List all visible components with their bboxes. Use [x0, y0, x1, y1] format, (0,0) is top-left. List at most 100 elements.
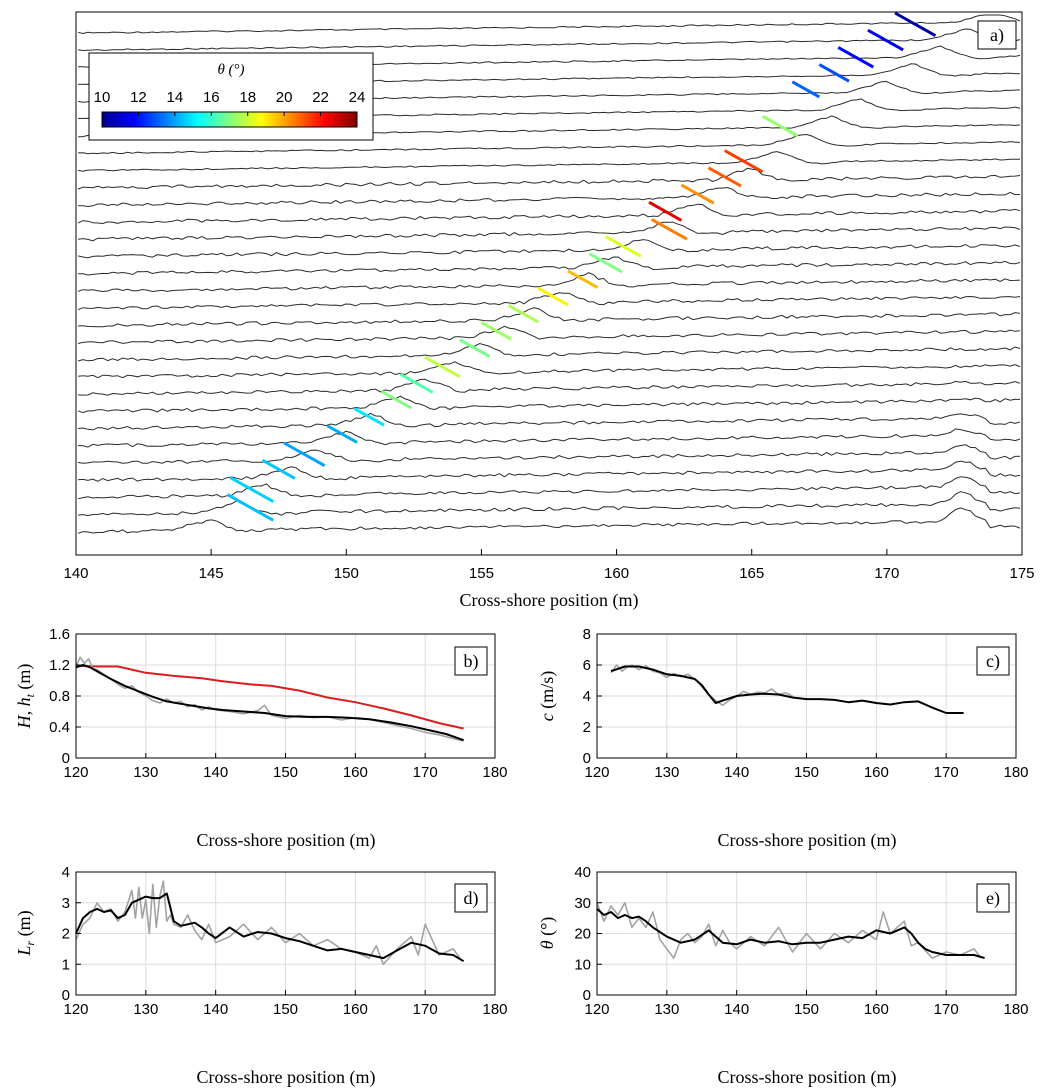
x-tick-label: 150 — [334, 565, 359, 582]
panel-d-label: d) — [464, 888, 479, 909]
y-tick-label: 8 — [583, 626, 591, 643]
colorbar-tick-label: 20 — [276, 89, 293, 106]
colorbar-tick-label: 18 — [239, 89, 256, 106]
y-tick-label: 0 — [583, 987, 591, 1004]
panel-c-label: c) — [986, 651, 1000, 672]
crest-segment — [588, 252, 623, 274]
x-tick-label: 150 — [273, 1001, 298, 1018]
panel-b-grid — [75, 633, 496, 759]
x-tick-label: 150 — [794, 1001, 819, 1018]
series-L_r — [75, 892, 465, 963]
crest-segment — [423, 355, 461, 379]
x-tick-label: 170 — [413, 764, 438, 781]
profile-line — [77, 325, 1021, 344]
x-tick-label: 170 — [934, 764, 959, 781]
panel-a: 140 145 150 155 160 165 170 175 Cross-shore pos… — [63, 11, 1035, 611]
panel-a-xlabel: Cross-shore position (m) — [460, 590, 639, 611]
panel-c-ticks: 120 130 140 150 160 170 180 0 2 4 6 8 — [583, 626, 1029, 781]
panel-c: 120 130 140 150 160 170 180 0 2 4 6 8 Cross-shore p… — [537, 626, 1029, 851]
y-tick-label: 1.6 — [49, 626, 70, 643]
series-h_t — [75, 664, 464, 730]
series-H — [75, 664, 464, 742]
crest-segment — [680, 183, 715, 205]
panel-e-ticks: 120 130 140 150 160 170 180 0 10 20 30 40 — [574, 864, 1028, 1018]
crest-segment — [380, 390, 412, 410]
panel-d-label-frame — [454, 883, 488, 913]
crest-segment — [507, 304, 539, 324]
y-tick-label: 1 — [62, 956, 70, 973]
y-tick-label: 1.2 — [49, 657, 70, 674]
profile-line — [77, 476, 1021, 500]
x-tick-label: 160 — [604, 565, 629, 582]
y-tick-label: 20 — [574, 926, 591, 943]
y-tick-label: 3 — [62, 895, 70, 912]
panel-d: 120 130 140 150 160 170 180 0 1 2 3 4 Cross-shore p… — [14, 864, 508, 1088]
colorbar-tick-label: 12 — [130, 89, 147, 106]
colorbar-gradient — [101, 111, 358, 128]
x-tick-label: 120 — [63, 764, 88, 781]
panel-b-series — [75, 656, 464, 742]
colorbar-tick-label: 10 — [94, 89, 111, 106]
profile-line — [78, 256, 1021, 276]
crest-segment — [326, 424, 358, 444]
colorbar-ticks: 10 12 14 16 18 20 22 24 — [94, 89, 366, 116]
panel-e-series — [596, 902, 985, 960]
crest-segment — [723, 149, 764, 174]
crest-segment — [707, 166, 742, 188]
x-tick-label: 170 — [874, 565, 899, 582]
y-tick-label: 0 — [583, 750, 591, 767]
crest-segment — [818, 63, 850, 83]
profile-line — [77, 444, 1021, 464]
panel-b-ticks: 120 130 140 150 160 170 180 0 0.4 0.8 1.2 1.6 — [49, 626, 507, 781]
colorbar-tick-label: 16 — [203, 89, 220, 106]
panel-d-ticks: 120 130 140 150 160 170 180 0 1 2 3 4 — [62, 864, 508, 1018]
profile-line — [77, 292, 1021, 311]
y-tick-label: 2 — [583, 719, 591, 736]
colorbar-tick-label: 24 — [349, 89, 366, 106]
panel-a-axes-box — [75, 11, 1023, 556]
profile-line — [77, 14, 1021, 35]
profile-line — [77, 28, 1021, 52]
y-tick-label: 10 — [574, 956, 591, 973]
y-tick-label: 4 — [62, 864, 70, 881]
profile-line — [77, 203, 1021, 225]
panel-b-label: b) — [464, 651, 479, 672]
colorbar-label: θ (°) — [217, 62, 244, 78]
x-tick-label: 150 — [273, 764, 298, 781]
x-tick-label: 150 — [794, 764, 819, 781]
profile-line — [77, 342, 1021, 362]
x-tick-label: 175 — [1009, 565, 1034, 582]
x-tick-label: 130 — [654, 764, 679, 781]
crest-segment — [894, 11, 937, 38]
x-tick-label: 165 — [739, 565, 764, 582]
profile-line — [77, 186, 1021, 208]
crest-segment — [353, 407, 385, 427]
panel-e-ylabel: θ (°) — [537, 917, 558, 950]
crest-segment — [226, 493, 275, 522]
colorbar: θ (°) 10 12 14 16 18 20 22 24 — [88, 52, 374, 141]
panel-c-series — [610, 664, 964, 714]
panel-e: 120 130 140 150 160 170 180 0 10 20 30 40 Cross-sho… — [537, 864, 1029, 1088]
x-tick-label: 160 — [864, 764, 889, 781]
profile-line — [77, 133, 1021, 155]
colorbar-tick-label: 14 — [167, 89, 184, 106]
colorbar-tick-label: 22 — [312, 89, 329, 106]
x-tick-label: 130 — [133, 764, 158, 781]
x-tick-label: 170 — [413, 1001, 438, 1018]
panel-c-ylabel: c (m/s) — [537, 671, 558, 722]
x-tick-label: 130 — [654, 1001, 679, 1018]
x-tick-label: 180 — [1003, 1001, 1028, 1018]
crest-segment — [648, 200, 683, 222]
profile-line — [77, 460, 1021, 482]
x-tick-label: 120 — [63, 1001, 88, 1018]
crest-segment — [229, 476, 275, 503]
x-tick-label: 180 — [482, 764, 507, 781]
profile-line — [77, 378, 1021, 396]
y-tick-label: 30 — [574, 895, 591, 912]
crest-segment — [261, 458, 296, 480]
x-tick-label: 140 — [724, 1001, 749, 1018]
panel-e-xlabel: Cross-shore position (m) — [718, 1067, 897, 1088]
profile-line — [77, 412, 1021, 431]
profile-line — [77, 167, 1021, 190]
